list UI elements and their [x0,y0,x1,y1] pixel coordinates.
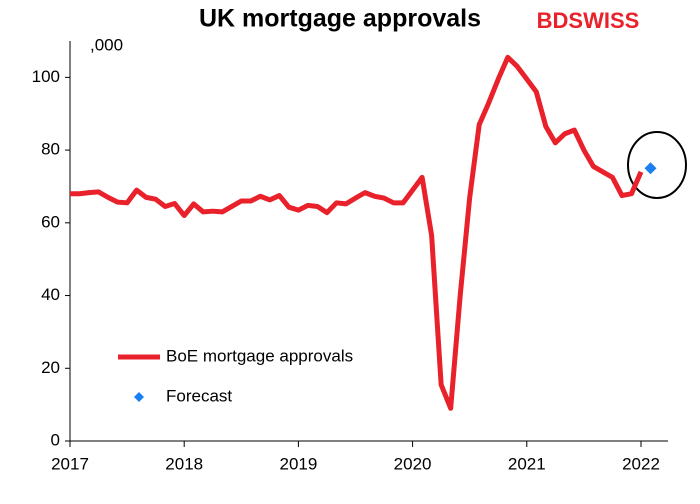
chart-title: UK mortgage approvals [199,5,481,33]
legend-label: BoE mortgage approvals [166,346,353,365]
x-tick-label: 2021 [508,454,546,473]
x-tick-label: 2017 [51,454,89,473]
legend-label: Forecast [166,386,232,405]
y-tick-label: 0 [51,430,60,449]
y-tick-label: 80 [41,140,60,159]
highlight-circle [627,131,687,199]
data-line [70,54,644,411]
brand-logo: BDSWISS [537,8,640,33]
y-tick-label: 60 [41,212,60,231]
x-tick-label: 2020 [394,454,432,473]
forecast-marker [644,162,657,175]
x-tick-label: 2022 [622,454,660,473]
y-tick-label: 40 [41,285,60,304]
y-tick-label: 20 [41,358,60,377]
legend-swatch [134,392,144,402]
x-tick-label: 2019 [279,454,317,473]
y-tick-label: 100 [32,67,60,86]
x-tick-label: 2018 [165,454,203,473]
unit-label: ,000 [90,35,123,54]
